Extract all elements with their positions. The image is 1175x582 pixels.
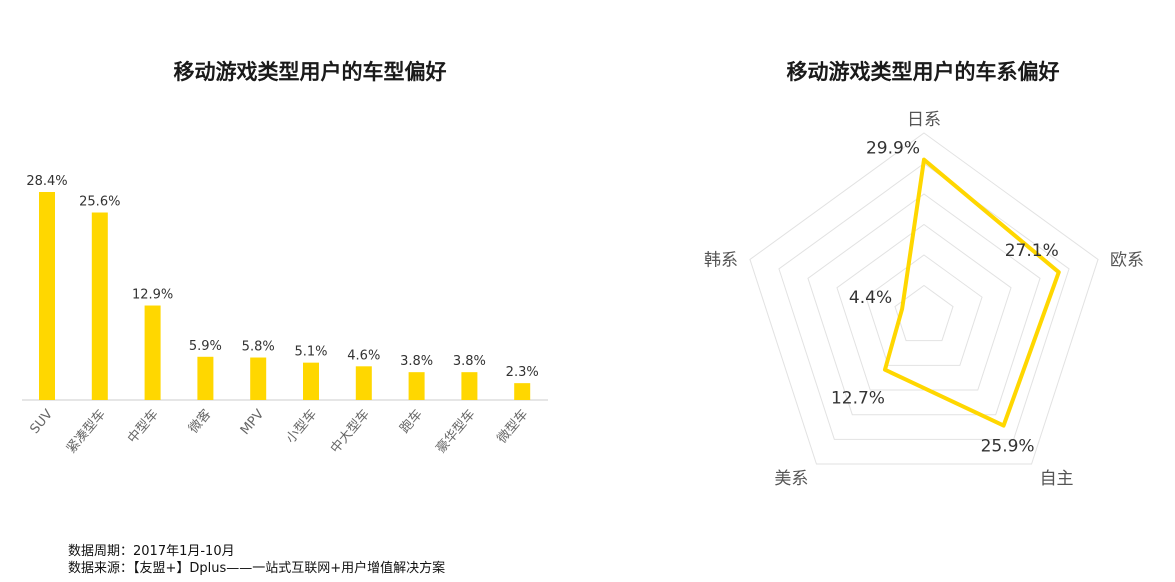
bar-category-label: 微客 — [185, 406, 214, 436]
radar-chart-title: 移动游戏类型用户的车系偏好 — [786, 60, 1060, 84]
bar — [303, 362, 319, 400]
bar-category-label: SUV — [27, 407, 56, 437]
bar — [144, 305, 161, 400]
bar — [91, 212, 108, 400]
bar — [355, 366, 372, 400]
bar-value-label: 3.8% — [453, 354, 486, 369]
radar-value-label: 12.7% — [831, 389, 885, 409]
radar-axis-label: 韩系 — [704, 250, 738, 270]
bar-value-label: 3.8% — [400, 354, 433, 369]
radar-grid-ring — [749, 132, 1099, 465]
bar-value-label: 2.3% — [506, 365, 539, 380]
bar-value-label: 28.4% — [26, 174, 67, 189]
bar-category-label: 紧凑型车 — [63, 406, 109, 456]
radar-value-label: 27.1% — [1005, 241, 1059, 261]
bar-category-label: MPV — [238, 407, 268, 438]
bar-value-label: 5.8% — [242, 340, 275, 355]
bar-chart: 28.4% SUV 25.6% 紧凑型车 12.9% 中型车 5.9% 微客 5.8% MPV 5.… — [22, 174, 548, 456]
bar-category-label: 微型车 — [494, 406, 531, 446]
bar-value-label: 25.6% — [79, 195, 120, 210]
bar — [461, 372, 478, 400]
radar-axis-label: 日系 — [907, 110, 941, 130]
bar-category-label: 中型车 — [124, 406, 161, 446]
data-source-note: 数据来源：【友盟+】Dplus——一站式互联网+用户增值解决方案 — [68, 561, 446, 576]
radar-value-label: 4.4% — [849, 288, 892, 308]
bar-value-label: 12.9% — [132, 288, 173, 303]
radar-grid-ring — [807, 193, 1041, 416]
bar — [408, 372, 425, 400]
bar-chart-title: 移动游戏类型用户的车型偏好 — [173, 60, 447, 84]
radar-series-line — [882, 157, 1061, 428]
bar-category-label: 豪华型车 — [433, 406, 479, 456]
bar-category-label: 中大型车 — [327, 406, 373, 456]
radar-grid-ring — [865, 254, 983, 366]
data-period-note: 数据周期：2017年1月-10月 — [68, 544, 235, 559]
radar-grid-ring — [894, 284, 954, 342]
bar — [39, 192, 55, 400]
bar — [250, 357, 267, 400]
bar-value-label: 4.6% — [347, 348, 380, 363]
radar-axis-label: 自主 — [1040, 469, 1074, 489]
radar-value-label: 29.9% — [866, 139, 920, 159]
radar-grid-ring — [778, 162, 1070, 440]
bar — [514, 383, 531, 400]
bar-value-label: 5.9% — [189, 339, 222, 354]
radar-axis-label: 欧系 — [1110, 250, 1144, 270]
bar — [197, 356, 214, 400]
radar-value-label: 25.9% — [981, 437, 1035, 457]
bar-category-label: 跑车 — [397, 406, 426, 436]
radar-axis-label: 美系 — [774, 469, 808, 489]
bar-value-label: 5.1% — [294, 345, 327, 360]
bar-category-label: 小型车 — [283, 406, 320, 446]
